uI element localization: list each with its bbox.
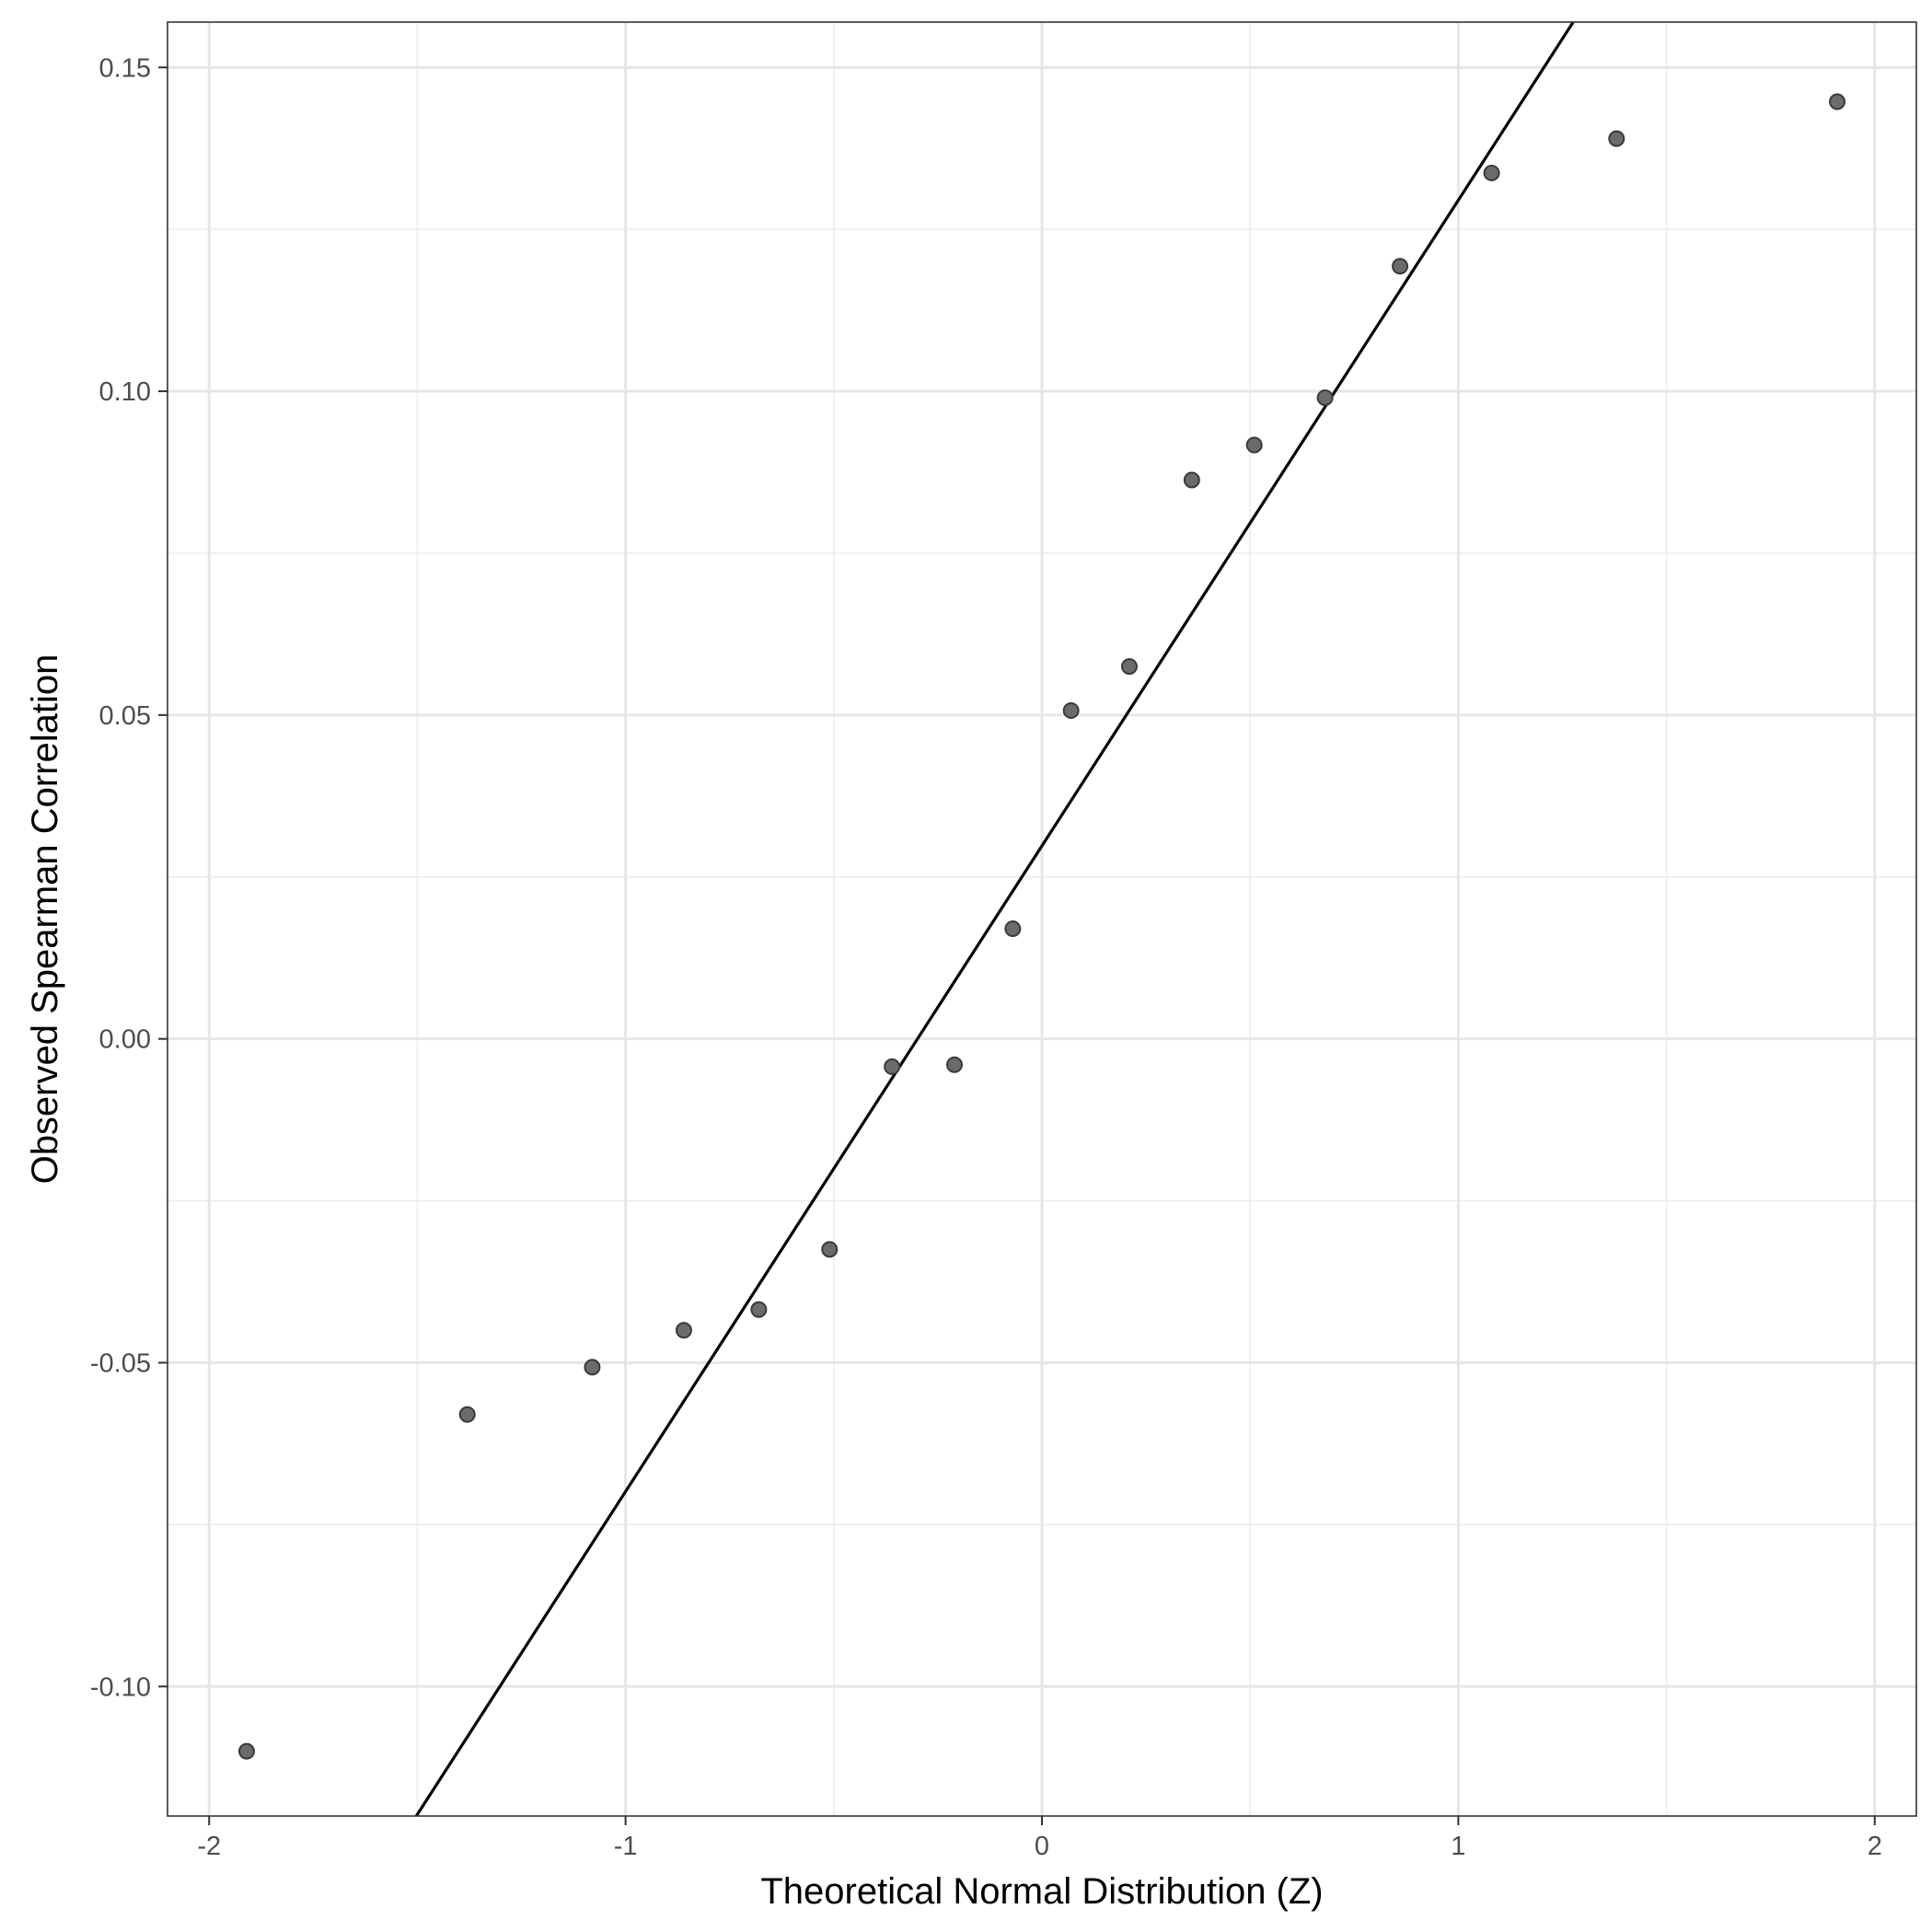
reference-line	[414, 21, 1575, 1817]
data-point	[1245, 436, 1263, 454]
data-point	[1004, 920, 1022, 938]
data-point	[884, 1058, 901, 1075]
data-point	[750, 1301, 768, 1318]
y-axis-title: Observed Spearman Correlation	[25, 654, 65, 1185]
y-tick-label: 0.00	[99, 1025, 151, 1055]
data-point	[584, 1359, 601, 1376]
x-tick-label: 0	[1035, 1832, 1049, 1861]
data-points	[237, 93, 1846, 1760]
x-tick-label: -1	[614, 1832, 638, 1861]
data-point	[946, 1056, 963, 1073]
x-tick-label: -2	[197, 1832, 221, 1861]
x-axis-title: Theoretical Normal Distribution (Z)	[760, 1871, 1323, 1912]
y-tick-label: 0.15	[99, 53, 151, 83]
y-tick-label: 0.10	[99, 377, 151, 407]
data-point	[1608, 130, 1625, 147]
x-tick-label: 1	[1451, 1832, 1465, 1861]
data-point	[1483, 164, 1500, 181]
y-tick-label: -0.05	[90, 1348, 151, 1378]
data-point	[1121, 658, 1138, 676]
y-tick-label: -0.10	[90, 1672, 151, 1702]
data-point	[237, 1742, 255, 1760]
x-tick-label: 2	[1868, 1832, 1882, 1861]
data-point	[675, 1322, 692, 1339]
data-point	[1829, 93, 1846, 110]
data-point	[1183, 471, 1200, 489]
data-point	[821, 1241, 839, 1258]
data-point	[458, 1406, 476, 1423]
data-point	[1062, 701, 1080, 719]
data-point	[1392, 258, 1409, 275]
data-point	[1316, 389, 1334, 407]
y-tick-label: 0.05	[99, 701, 151, 731]
major-gridlines	[168, 22, 1916, 1816]
x-axis-ticks: -2 -1 0 1 2	[197, 1816, 1882, 1861]
y-axis-ticks: -0.10 -0.05 0.00 0.05 0.10 0.15	[90, 53, 168, 1702]
reference-line-group	[414, 21, 1575, 1817]
